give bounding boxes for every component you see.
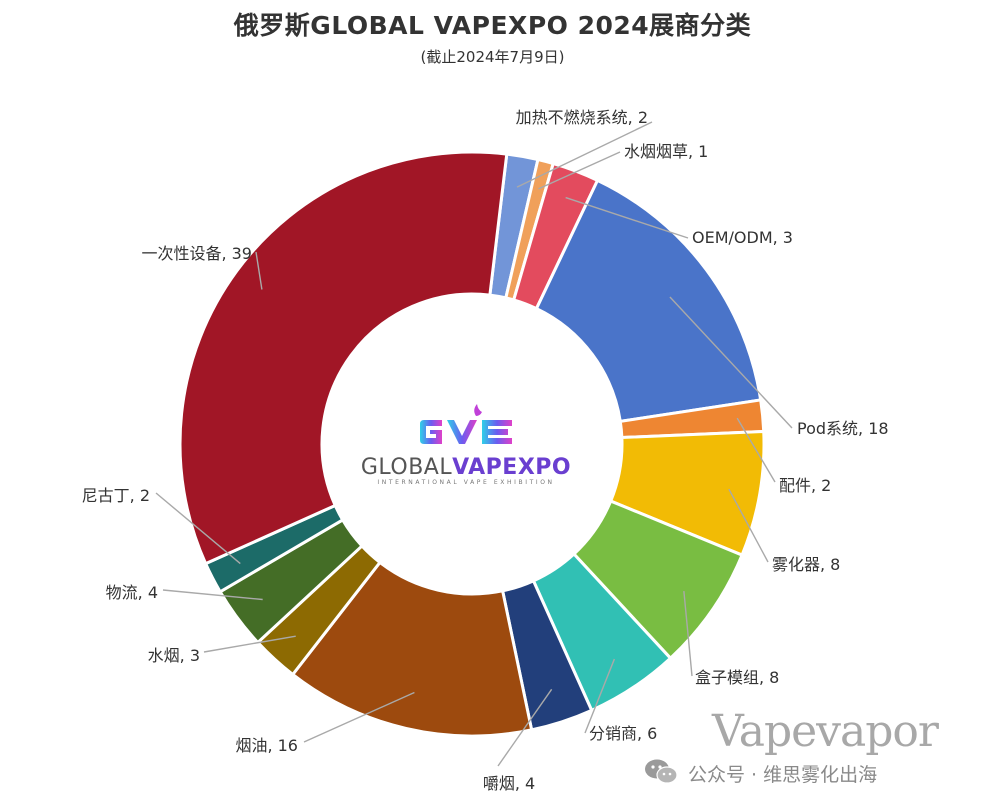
leaders-layer <box>155 121 793 767</box>
slice-label-6: 盒子模组, 8 <box>695 668 779 687</box>
slice-label-5: 雾化器, 8 <box>772 555 840 574</box>
slice-label-12: 尼古丁, 2 <box>82 486 150 505</box>
slice-label-13: 一次性设备, 39 <box>141 244 252 263</box>
slice-label-10: 水烟, 3 <box>148 646 200 665</box>
slice-13[interactable] <box>178 150 509 566</box>
chart-subtitle: (截止2024年7月9日) <box>420 48 565 66</box>
leader-line-12 <box>155 492 241 565</box>
leader-line-2 <box>565 196 689 239</box>
labels-layer: 加热不燃烧系统, 2 水烟烟草, 1 OEM/ODM, 3 Pod系统, 18 配件, … <box>82 108 889 793</box>
leader-line-1 <box>538 151 621 190</box>
slice-label-1: 水烟烟草, 1 <box>624 142 708 161</box>
logo-name: GLOBALVAPEXPO <box>361 455 571 480</box>
watermark-brand: Vapevapor <box>712 706 939 757</box>
leader-line-4 <box>736 417 776 483</box>
slice-label-8: 嚼烟, 4 <box>483 774 535 793</box>
leader-line-7 <box>584 658 616 734</box>
slices-layer <box>178 150 766 738</box>
wechat-icon <box>645 759 678 784</box>
leader-line-5 <box>728 488 769 563</box>
leader-line-0 <box>516 121 653 188</box>
center-logo: GLOBALVAPEXPO INTERNATIONAL VAPE EXHIBIT… <box>361 404 571 486</box>
slice-label-7: 分销商, 6 <box>589 724 657 743</box>
watermark-account: 公众号 · 维思雾化出海 <box>688 764 878 786</box>
leader-line-11 <box>162 589 263 601</box>
leader-line-6 <box>683 591 693 677</box>
leader-line-10 <box>203 635 296 653</box>
leader-line-3 <box>669 296 793 429</box>
slice-label-9: 烟油, 16 <box>235 736 298 755</box>
slice-label-2: OEM/ODM, 3 <box>692 228 793 247</box>
slice-label-0: 加热不燃烧系统, 2 <box>516 108 648 127</box>
slice-9[interactable] <box>290 560 534 738</box>
slice-label-4: 配件, 2 <box>779 476 831 495</box>
leader-line-8 <box>497 688 553 767</box>
slice-label-11: 物流, 4 <box>106 583 158 602</box>
chart-title: 俄罗斯GLOBAL VAPEXPO 2024展商分类 <box>233 11 752 40</box>
gve-logo-icon <box>420 404 512 444</box>
leader-line-13 <box>255 251 263 290</box>
slice-label-3: Pod系统, 18 <box>797 419 889 438</box>
logo-tagline: INTERNATIONAL VAPE EXHIBITION <box>377 479 554 486</box>
leader-line-9 <box>303 691 415 743</box>
